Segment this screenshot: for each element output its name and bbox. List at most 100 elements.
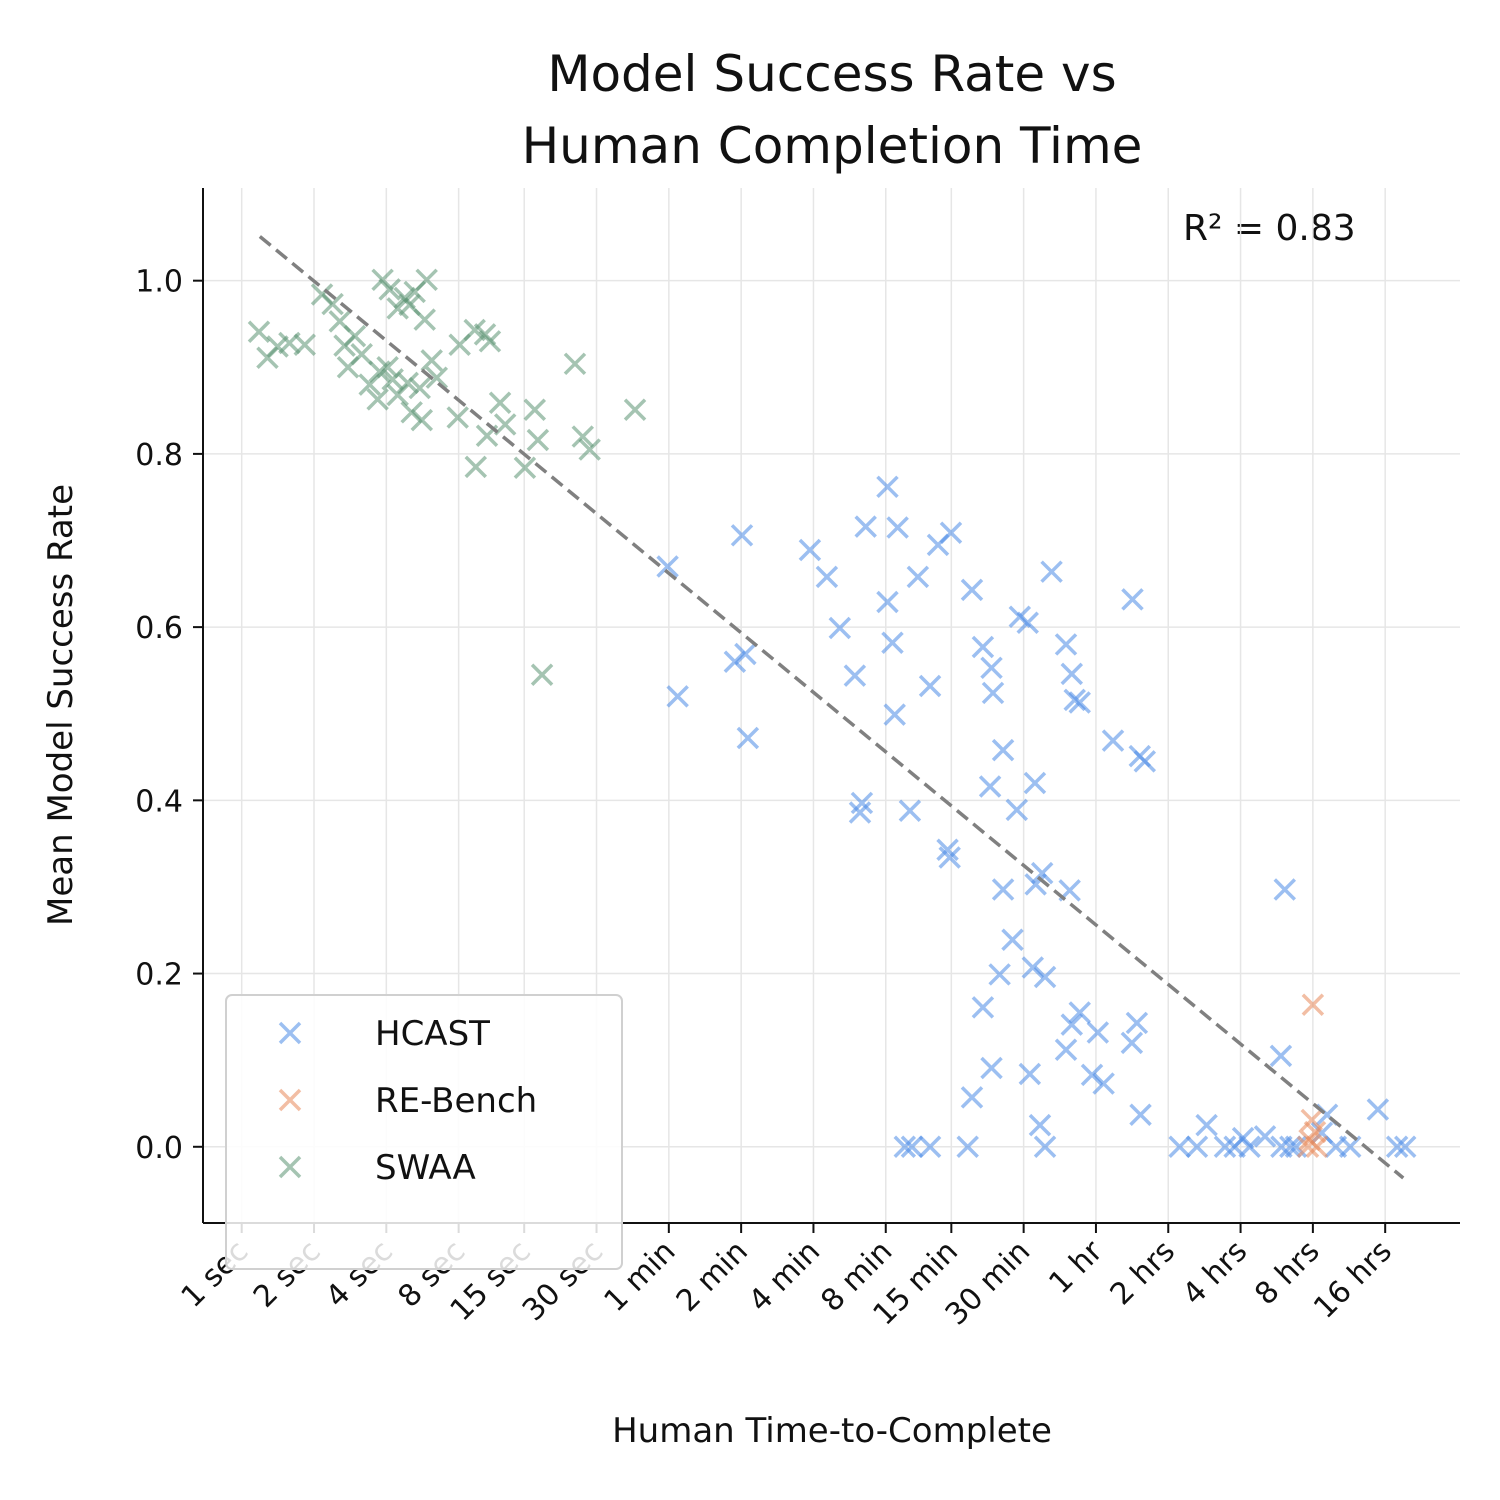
point [1068, 1001, 1091, 1024]
point [1213, 1135, 1237, 1159]
point [247, 320, 271, 344]
point [1030, 861, 1054, 885]
point [939, 521, 963, 544]
point [730, 524, 754, 547]
point [980, 1056, 1003, 1080]
x-axis-label: Human Time-to-Complete [612, 1411, 1052, 1451]
x-tick-label: 16 hrs [1307, 1234, 1399, 1326]
y-tick-label: 0.4 [135, 784, 183, 819]
point [886, 516, 909, 539]
point [960, 1086, 984, 1109]
point [815, 565, 839, 589]
point [1080, 1063, 1104, 1087]
point [1385, 1135, 1409, 1159]
legend-label: SWAA [375, 1148, 476, 1188]
point [881, 631, 904, 654]
point [368, 360, 391, 383]
point [656, 555, 679, 578]
point [906, 565, 930, 589]
point [446, 406, 469, 429]
point [321, 292, 344, 316]
point [1279, 1135, 1302, 1159]
point [1120, 1031, 1144, 1055]
point [1305, 1135, 1329, 1159]
trend-line [258, 235, 1405, 1180]
point [1060, 662, 1084, 686]
point [918, 674, 942, 698]
point [936, 838, 959, 861]
point [666, 685, 689, 708]
point [358, 373, 381, 396]
legend-marker [278, 1088, 302, 1112]
point [1054, 1038, 1078, 1062]
point [408, 376, 431, 400]
point [991, 738, 1015, 762]
point [1028, 1113, 1052, 1137]
point [478, 330, 502, 353]
y-tick-label: 0.0 [135, 1131, 183, 1166]
point [981, 681, 1005, 705]
point [734, 642, 757, 666]
point [971, 635, 995, 659]
point [526, 428, 550, 452]
point [798, 538, 822, 562]
y-tick-label: 0.2 [135, 958, 183, 993]
point [1366, 1098, 1390, 1121]
point [898, 799, 922, 822]
x-tick-label: 4 min [742, 1234, 827, 1319]
point [1129, 1103, 1152, 1126]
point [991, 878, 1015, 901]
point [736, 726, 760, 750]
point [1101, 729, 1125, 752]
point [900, 1135, 924, 1159]
point [960, 578, 984, 602]
legend: HCAST RE-Bench SWAA [225, 994, 623, 1270]
x-tick-label: 2 hrs [1104, 1234, 1182, 1312]
point [530, 663, 554, 686]
point [848, 801, 872, 824]
point [1125, 1011, 1149, 1035]
point [1296, 1135, 1320, 1159]
point [1092, 1072, 1115, 1095]
point [1121, 588, 1144, 611]
point [918, 1135, 942, 1159]
point [938, 846, 961, 869]
point [623, 398, 647, 421]
point [843, 664, 867, 687]
legend-label: RE-Bench [375, 1081, 537, 1121]
point [980, 656, 1003, 680]
point [1238, 1135, 1261, 1159]
point [1269, 1044, 1293, 1068]
point [464, 455, 488, 479]
point [1023, 771, 1047, 795]
point [971, 996, 995, 1019]
point [1024, 873, 1047, 896]
point [988, 963, 1011, 986]
point [378, 278, 401, 301]
x-tick-label: 2 min [670, 1234, 755, 1319]
point [1068, 691, 1091, 714]
point [1001, 928, 1024, 952]
point [1185, 1135, 1209, 1159]
point [1393, 1135, 1417, 1159]
point [343, 324, 367, 348]
point [876, 590, 899, 614]
point [350, 343, 373, 366]
point [854, 515, 877, 538]
point [523, 398, 547, 421]
legend-box [225, 994, 623, 1270]
point [1133, 750, 1157, 773]
point [425, 366, 449, 389]
y-tick-label: 0.8 [135, 438, 183, 473]
point [1253, 1125, 1277, 1148]
point [1033, 965, 1057, 989]
point [978, 775, 1002, 798]
point [1338, 1135, 1362, 1159]
point [571, 425, 595, 448]
point [1086, 1021, 1110, 1044]
point [876, 475, 899, 499]
legend-marker [278, 1021, 302, 1045]
chart-title: Model Success Rate vs Human Completion T… [521, 45, 1143, 175]
